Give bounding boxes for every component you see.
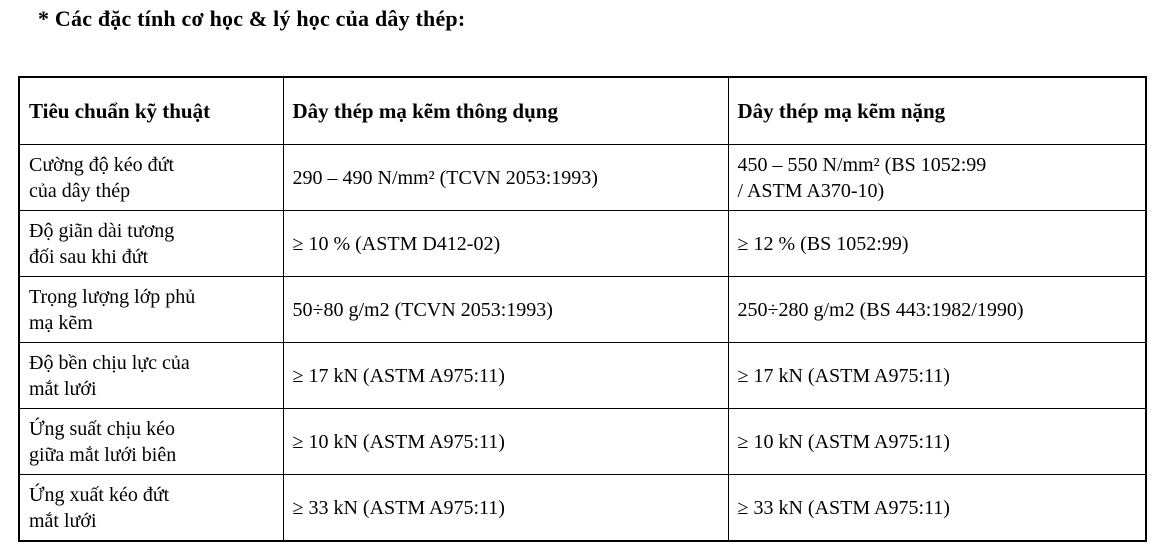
column-header-common-wire: Dây thép mạ kẽm thông dụng bbox=[282, 76, 729, 145]
common-wire-value-cell: ≥ 33 kN (ASTM A975:11) bbox=[282, 474, 729, 542]
common-wire-value-cell: ≥ 10 kN (ASTM A975:11) bbox=[282, 408, 729, 475]
column-header-spec: Tiêu chuẩn kỹ thuật bbox=[18, 76, 284, 145]
heavy-wire-value-cell: ≥ 17 kN (ASTM A975:11) bbox=[727, 342, 1147, 409]
table-header-row: Tiêu chuẩn kỹ thuật Dây thép mạ kẽm thôn… bbox=[18, 76, 1147, 145]
spec-label-cell: Ứng suất chịu kéo giữa mắt lưới biên bbox=[18, 408, 284, 475]
column-header-heavy-wire: Dây thép mạ kẽm nặng bbox=[727, 76, 1147, 145]
common-wire-value-cell: ≥ 17 kN (ASTM A975:11) bbox=[282, 342, 729, 409]
spec-label-cell: Độ bền chịu lực của mắt lưới bbox=[18, 342, 284, 409]
table-row: Cường độ kéo đứt của dây thép 290 – 490 … bbox=[18, 144, 1147, 211]
common-wire-value-cell: ≥ 10 % (ASTM D412-02) bbox=[282, 210, 729, 277]
heavy-wire-value-cell: 250÷280 g/m2 (BS 443:1982/1990) bbox=[727, 276, 1147, 343]
heavy-wire-value-cell: ≥ 12 % (BS 1052:99) bbox=[727, 210, 1147, 277]
table-row: Độ giãn dài tương đối sau khi đứt ≥ 10 %… bbox=[18, 210, 1147, 277]
table-row: Trọng lượng lớp phủ mạ kẽm 50÷80 g/m2 (T… bbox=[18, 276, 1147, 343]
heavy-wire-value-cell: ≥ 10 kN (ASTM A975:11) bbox=[727, 408, 1147, 475]
common-wire-value-cell: 50÷80 g/m2 (TCVN 2053:1993) bbox=[282, 276, 729, 343]
spec-label-cell: Độ giãn dài tương đối sau khi đứt bbox=[18, 210, 284, 277]
heavy-wire-value-cell: 450 – 550 N/mm² (BS 1052:99 / ASTM A370-… bbox=[727, 144, 1147, 211]
common-wire-value-cell: 290 – 490 N/mm² (TCVN 2053:1993) bbox=[282, 144, 729, 211]
table-row: Ứng suất chịu kéo giữa mắt lưới biên ≥ 1… bbox=[18, 408, 1147, 475]
page-title: * Các đặc tính cơ học & lý học của dây t… bbox=[38, 6, 466, 31]
spec-label-cell: Trọng lượng lớp phủ mạ kẽm bbox=[18, 276, 284, 343]
spec-label-cell: Cường độ kéo đứt của dây thép bbox=[18, 144, 284, 211]
table-row: Độ bền chịu lực của mắt lưới ≥ 17 kN (AS… bbox=[18, 342, 1147, 409]
spec-table: Tiêu chuẩn kỹ thuật Dây thép mạ kẽm thôn… bbox=[18, 76, 1147, 542]
spec-label-cell: Ứng xuất kéo đứt mắt lưới bbox=[18, 474, 284, 542]
table-row: Ứng xuất kéo đứt mắt lưới ≥ 33 kN (ASTM … bbox=[18, 474, 1147, 542]
heavy-wire-value-cell: ≥ 33 kN (ASTM A975:11) bbox=[727, 474, 1147, 542]
